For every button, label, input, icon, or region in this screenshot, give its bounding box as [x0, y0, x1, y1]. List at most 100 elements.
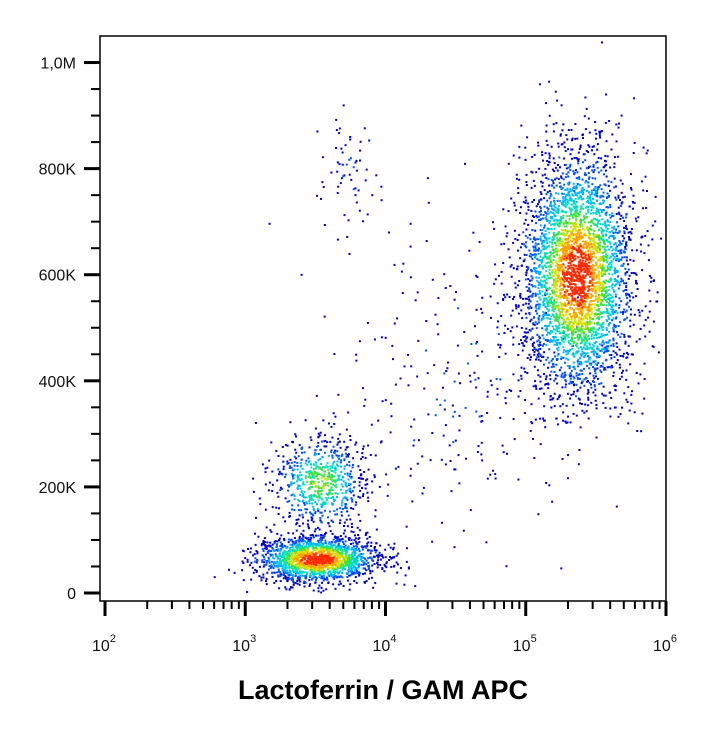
data-point	[524, 399, 527, 401]
data-point	[317, 432, 320, 435]
data-point	[559, 133, 562, 136]
data-point	[574, 203, 577, 206]
data-point	[311, 571, 314, 574]
data-point	[344, 452, 347, 455]
data-point	[602, 201, 605, 204]
data-point	[569, 339, 572, 342]
data-point	[555, 342, 558, 345]
data-point	[241, 569, 243, 572]
data-point	[553, 186, 556, 189]
data-point	[608, 304, 611, 307]
data-point	[357, 513, 360, 516]
data-point	[523, 258, 526, 261]
data-point	[297, 518, 300, 521]
data-point	[407, 566, 410, 569]
data-point	[310, 536, 313, 539]
data-point	[591, 145, 594, 148]
data-point	[630, 272, 633, 274]
data-point	[590, 401, 593, 404]
data-point	[409, 467, 412, 470]
data-point	[566, 334, 569, 337]
data-point	[326, 475, 329, 478]
data-point	[587, 235, 590, 238]
data-point	[573, 341, 575, 344]
data-point	[392, 556, 395, 559]
data-point	[623, 232, 626, 235]
data-point	[596, 285, 598, 288]
data-point	[596, 251, 599, 254]
data-point	[575, 185, 578, 187]
data-point	[596, 188, 599, 191]
data-point	[266, 571, 269, 574]
data-point	[315, 534, 318, 537]
data-point	[622, 196, 625, 199]
data-point	[592, 189, 595, 191]
data-point	[473, 371, 476, 374]
data-point	[348, 557, 351, 560]
data-point	[635, 295, 637, 298]
data-point	[566, 326, 569, 329]
data-point	[606, 254, 609, 257]
data-point	[537, 317, 540, 320]
data-point	[601, 264, 604, 267]
data-point	[363, 404, 366, 407]
data-point	[544, 383, 547, 386]
data-point	[326, 441, 329, 444]
data-point	[345, 163, 348, 166]
data-point	[477, 445, 480, 448]
data-point	[365, 479, 367, 482]
data-point	[270, 530, 273, 533]
data-point	[526, 336, 529, 339]
data-point	[284, 577, 287, 580]
data-point	[336, 450, 339, 453]
data-point	[587, 380, 589, 382]
data-point	[626, 301, 629, 304]
data-point	[397, 465, 400, 468]
data-point	[548, 331, 551, 334]
data-point	[625, 309, 628, 312]
data-point	[590, 193, 593, 196]
data-point	[332, 566, 335, 569]
data-point	[576, 322, 579, 325]
data-point	[517, 249, 519, 252]
data-point	[322, 466, 324, 469]
data-point	[569, 207, 572, 210]
data-point	[624, 267, 627, 270]
data-point	[339, 461, 342, 464]
data-point	[448, 444, 451, 447]
data-point	[280, 543, 283, 546]
data-point	[534, 239, 537, 242]
data-point	[599, 324, 602, 327]
data-point	[580, 382, 583, 385]
data-point	[522, 200, 525, 203]
data-point	[255, 516, 257, 519]
data-point	[367, 568, 370, 571]
data-point	[402, 262, 405, 265]
data-point	[599, 255, 602, 258]
data-point	[332, 583, 335, 586]
data-point	[518, 233, 521, 236]
data-point	[553, 268, 556, 271]
data-point	[589, 318, 592, 321]
data-point	[570, 190, 573, 193]
data-point	[565, 225, 568, 228]
data-point	[323, 574, 325, 577]
data-point	[529, 300, 532, 303]
data-point	[277, 574, 280, 577]
data-point	[548, 295, 550, 298]
data-point	[592, 212, 595, 215]
data-point	[613, 177, 616, 180]
data-point	[588, 358, 591, 360]
data-point	[582, 203, 585, 206]
data-point	[328, 567, 331, 569]
data-point	[513, 295, 516, 298]
data-point	[622, 216, 624, 219]
data-point	[298, 577, 301, 580]
data-point	[332, 483, 335, 486]
data-point	[617, 211, 620, 214]
data-point	[542, 355, 545, 358]
data-point	[324, 501, 327, 504]
data-point	[531, 219, 533, 222]
data-point	[536, 279, 539, 282]
data-point	[550, 406, 553, 409]
